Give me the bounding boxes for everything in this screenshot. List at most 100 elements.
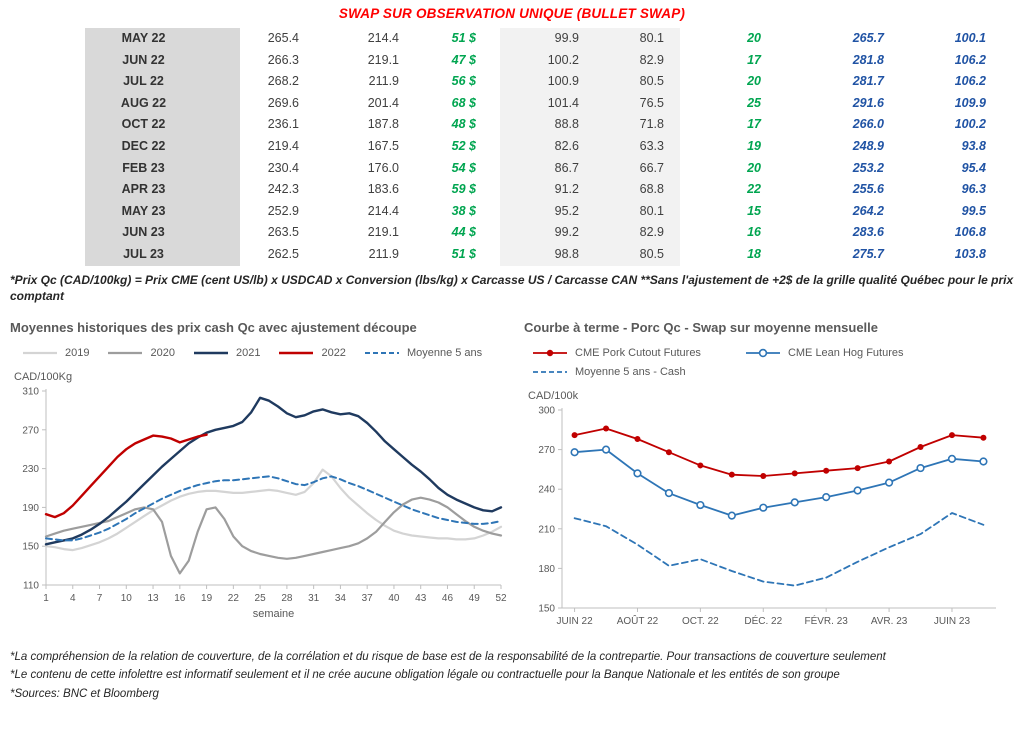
data-point <box>697 462 704 469</box>
chart-title-historical: Moyennes historiques des prix cash Qc av… <box>10 319 417 335</box>
data-point <box>634 435 641 442</box>
row-gutter <box>10 222 85 244</box>
data-point <box>633 469 642 478</box>
month-cell: OCT 22 <box>85 114 240 136</box>
value-cell: 101.4 <box>500 92 595 115</box>
y-tick-label: 110 <box>23 580 39 591</box>
x-tick-label: 1 <box>43 593 49 604</box>
x-tick-label: DÉC. 22 <box>744 614 782 627</box>
value-cell: 19 <box>747 138 761 153</box>
value-cell: 263.5 <box>267 225 299 240</box>
x-tick-label: AVR. 23 <box>871 616 908 627</box>
value-cell: 63.3 <box>595 135 680 158</box>
value-cell: 100.1 <box>954 31 986 45</box>
y-tick-label: 150 <box>538 603 555 614</box>
value-cell: 281.8 <box>852 52 884 67</box>
value-cell: 100.2 <box>500 49 595 72</box>
month-cell: JUN 23 <box>85 222 240 244</box>
value-cell: 219.1 <box>367 225 399 240</box>
value-cell: 236.1 <box>267 117 299 132</box>
x-tick-label: 10 <box>121 593 133 604</box>
series-2021 <box>44 396 503 546</box>
value-cell: 22 <box>747 182 761 197</box>
value-cell: 93.8 <box>961 138 986 153</box>
x-tick-label: 16 <box>174 593 186 604</box>
x-tick-label: 40 <box>388 593 400 604</box>
legend-swatch-2019 <box>23 351 57 355</box>
value-cell: 253.2 <box>852 160 884 175</box>
legend-label: 2021 <box>235 346 261 359</box>
value-cell: 91.2 <box>500 179 595 201</box>
value-cell: 214.4 <box>367 31 399 45</box>
legend-swatch-2022 <box>279 351 314 355</box>
value-cell: 71.8 <box>595 114 680 136</box>
series-2020 <box>44 496 503 575</box>
month-cell: JUL 23 <box>85 243 240 266</box>
legend-swatch-cme-lean-hog-futures <box>745 348 780 358</box>
y-tick-label: 240 <box>538 485 555 496</box>
x-tick-label: 49 <box>469 593 481 604</box>
month-cell: APR 23 <box>85 179 240 201</box>
legend-label: 2019 <box>65 346 90 359</box>
x-tick-label: 46 <box>442 593 454 604</box>
value-cell: 47 $ <box>451 52 476 67</box>
value-cell: 100.2 <box>954 117 986 132</box>
series-moyenne-5-ans <box>45 475 502 542</box>
row-gutter <box>10 158 85 180</box>
value-cell: 51 $ <box>451 31 476 45</box>
legend-label: CME Pork Cutout Futures <box>575 346 701 359</box>
y-tick-label: 210 <box>538 524 555 535</box>
y-axis-label-historical: CAD/100Kg <box>14 370 73 383</box>
value-cell: 54 $ <box>451 160 476 175</box>
value-cell: 51 $ <box>451 246 476 261</box>
row-gutter <box>10 93 85 115</box>
footer-notes: *La compréhension de la relation de couv… <box>10 648 1014 703</box>
legend-label: CME Lean Hog Futures <box>787 346 904 359</box>
value-cell: 265.4 <box>267 31 299 45</box>
legend-item-cme-pork-cutout-futures: CME Pork Cutout Futures <box>532 347 701 359</box>
value-cell: 17 <box>747 52 761 67</box>
value-cell: 96.3 <box>961 182 986 197</box>
value-cell: 38 $ <box>451 203 476 218</box>
value-cell: 82.9 <box>595 49 680 72</box>
data-point <box>791 470 798 477</box>
value-cell: 183.6 <box>367 182 399 197</box>
value-cell: 44 $ <box>451 225 476 240</box>
legend-swatch-cme-pork-cutout-futures <box>533 349 567 357</box>
data-point <box>696 500 705 510</box>
legend-item-cme-lean-hog-futures: CME Lean Hog Futures <box>745 347 904 359</box>
value-cell: 262.5 <box>267 246 299 261</box>
data-point <box>854 464 861 471</box>
data-point <box>570 448 579 457</box>
footnote-hedging: *La compréhension de la relation de couv… <box>10 650 886 663</box>
value-cell: 76.5 <box>595 92 680 115</box>
series-cme-lean-hog-futures <box>573 448 985 517</box>
y-axis-label-forward-curve: CAD/100k <box>528 389 579 402</box>
row-gutter <box>10 244 85 266</box>
x-tick-label: 13 <box>147 593 159 604</box>
value-cell: 15 <box>747 203 761 218</box>
value-cell: 264.2 <box>852 203 884 218</box>
historical-prices-chart: 110 150 190 230 270 310 1 4 7 10 13 16 19 22 25 28 31 34 3… <box>22 386 507 620</box>
value-cell: 99.2 <box>500 222 595 244</box>
legend-swatch-2021 <box>193 351 228 355</box>
value-cell: 176.0 <box>367 160 399 175</box>
x-tick-label: 7 <box>97 593 103 604</box>
data-point <box>665 449 672 456</box>
legend-item-moyenne-5-ans-cash: Moyenne 5 ans - Cash <box>532 366 701 378</box>
x-tick-label: JUIN 23 <box>934 616 971 627</box>
table-footnote: *Prix Qc (CAD/100kg) = Prix CME (cent US… <box>10 272 1014 303</box>
row-gutter <box>10 71 85 93</box>
data-point <box>853 486 862 495</box>
value-cell: 80.5 <box>595 71 680 93</box>
row-gutter <box>10 50 85 72</box>
value-cell: 109.9 <box>954 95 986 110</box>
value-cell: 20 <box>747 31 761 45</box>
data-point <box>948 431 955 438</box>
legend-historical: 2019 2020 2021 2022 Moyenne 5 ans <box>10 347 524 359</box>
charts-row: Moyennes historiques des prix cash Qc av… <box>10 320 1014 636</box>
value-cell: 269.6 <box>267 95 299 110</box>
value-cell: 248.9 <box>852 138 884 153</box>
data-point <box>980 434 987 441</box>
value-cell: 281.7 <box>852 74 884 89</box>
